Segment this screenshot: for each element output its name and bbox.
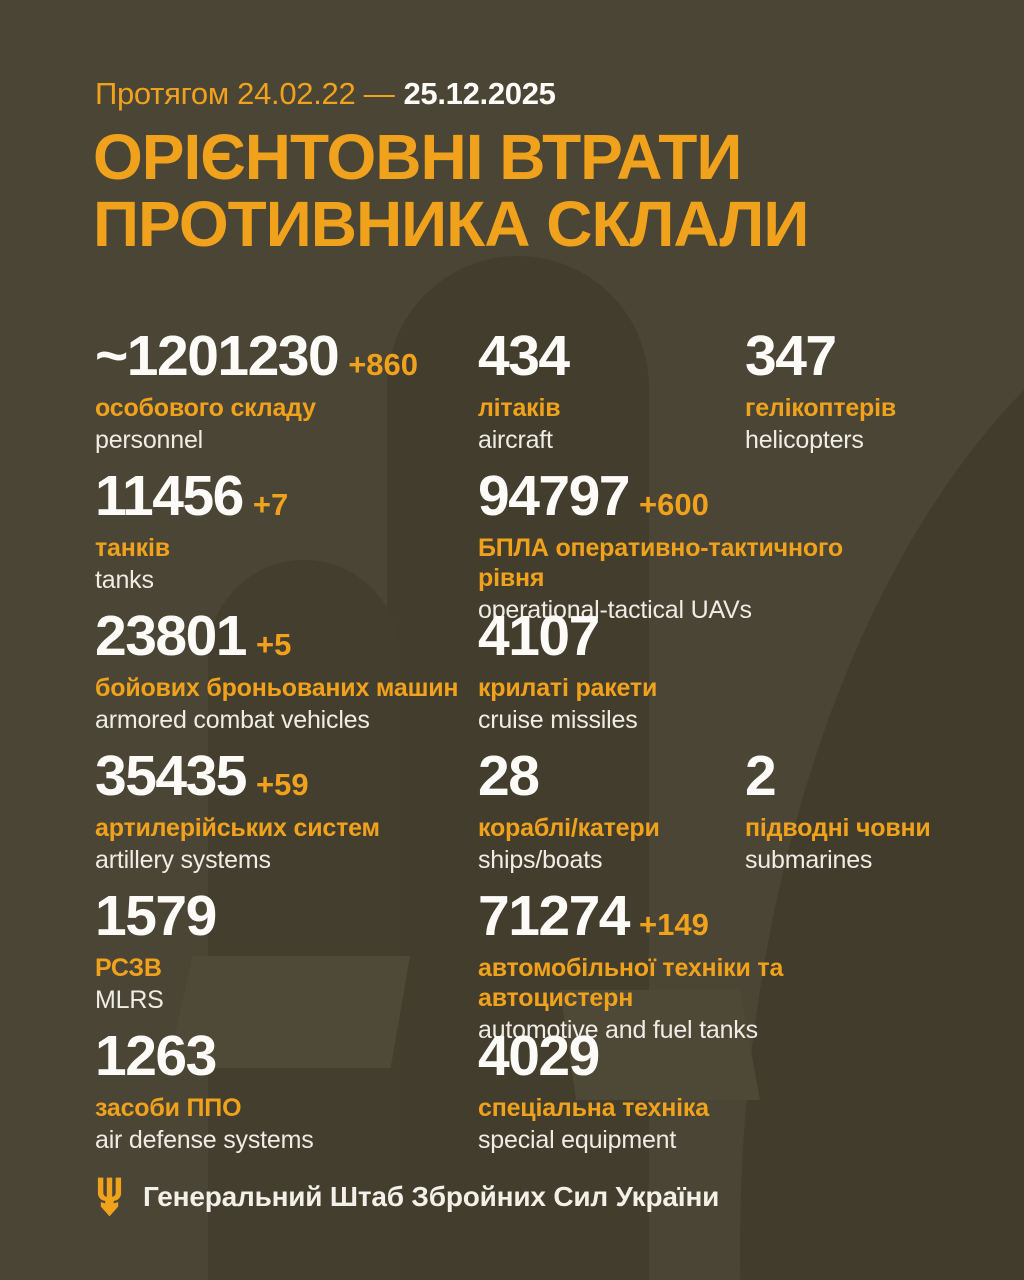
stat-label-uk: автомобільної техніки та автоцистерн xyxy=(478,954,784,1012)
stat-label-en: submarines xyxy=(745,846,873,874)
stat-value: 94797 xyxy=(478,464,631,528)
stat-personnel: ~1201230 +860 особового складу personnel xyxy=(95,318,478,458)
page-title: ОРІЄНТОВНІ ВТРАТИ ПРОТИВНИКА СКЛАЛИ xyxy=(93,121,809,260)
period-label: Протягом 24.02.22 — xyxy=(95,76,395,111)
stat-label-uk: РСЗВ xyxy=(95,954,162,982)
report-period: Протягом 24.02.22 — 25.12.2025 xyxy=(95,76,556,112)
page-title-line1: ОРІЄНТОВНІ ВТРАТИ xyxy=(93,121,742,193)
stat-value: 1263 xyxy=(95,1024,217,1088)
stat-label-en: MLRS xyxy=(95,986,164,1014)
stat-delta: +59 xyxy=(256,767,309,802)
footer-org-name: Генеральний Штаб Збройних Сил України xyxy=(143,1181,720,1212)
stat-label-en: special equipment xyxy=(478,1126,677,1154)
stat-label-uk: БПЛА оперативно-тактичного рівня xyxy=(478,534,843,592)
stat-value: 35435 xyxy=(95,744,248,808)
stat-value: 434 xyxy=(478,324,570,388)
watermark-trident-left-prong xyxy=(208,560,400,1280)
stat-value: 4029 xyxy=(478,1024,600,1088)
stat-value: 1579 xyxy=(95,884,217,948)
stat-label-en: armored combat vehicles xyxy=(95,706,370,734)
stat-label-uk: підводні човни xyxy=(745,814,931,842)
stat-label-en: operational-tactical UAVs xyxy=(478,596,752,624)
stat-label-uk: гелікоптерів xyxy=(745,394,897,422)
stat-mlrs: 1579 РСЗВ MLRS xyxy=(95,878,478,1018)
stat-label-en: aircraft xyxy=(478,426,553,454)
stat-label-en: cruise missiles xyxy=(478,706,638,734)
stat-tanks: 11456 +7 танків tanks xyxy=(95,458,478,598)
stat-label-en: artillery systems xyxy=(95,846,271,874)
watermark-trident-middle-prong xyxy=(387,256,649,1280)
stat-delta: +860 xyxy=(348,347,419,382)
stat-value: 23801 xyxy=(95,604,248,668)
tryzub-trident-icon xyxy=(97,1177,122,1217)
stat-aircraft: 434 літаків aircraft xyxy=(478,318,745,458)
stat-label-en: air defense systems xyxy=(95,1126,314,1154)
stat-armored-vehicles: 23801 +5 бойових броньованих машин armore… xyxy=(95,598,478,738)
page-title-line2: ПРОТИВНИКА СКЛАЛИ xyxy=(93,188,809,260)
period-date: 25.12.2025 xyxy=(403,76,556,111)
stat-label-en: automotive and fuel tanks xyxy=(478,1016,758,1044)
stat-value: 4107 xyxy=(478,604,600,668)
stat-value: 347 xyxy=(745,324,837,388)
stats-grid: ~1201230 +860 особового складу personnel … xyxy=(0,318,1024,1158)
stat-artillery: 35435 +59 артилерійських систем artillery… xyxy=(95,738,478,878)
stat-delta: +5 xyxy=(256,627,292,662)
stat-delta: +7 xyxy=(252,487,289,522)
stat-label-uk: кораблі/катери xyxy=(478,814,660,842)
stat-label-en: tanks xyxy=(95,566,154,594)
stat-helicopters: 347 гелікоптерів helicopters xyxy=(745,318,1024,458)
footer: Генеральний Штаб Збройних Сил України xyxy=(95,1176,719,1218)
stat-value: 71274 xyxy=(478,884,631,948)
stat-label-uk: крилаті ракети xyxy=(478,674,658,702)
stat-special-equipment: 4029 спеціальна техніка special equipmen… xyxy=(478,1018,1024,1158)
stat-label-uk: артилерійських систем xyxy=(95,814,380,842)
stat-uavs: 94797 +600 БПЛА оперативно-тактичного рів… xyxy=(478,458,1024,625)
stat-label-en: ships/boats xyxy=(478,846,603,874)
stat-value: 11456 xyxy=(95,464,244,528)
stat-label-uk: літаків xyxy=(478,394,561,422)
stat-label-uk: особового складу xyxy=(95,394,316,422)
stat-label-uk: танків xyxy=(95,534,170,562)
stat-value: 2 xyxy=(745,744,777,808)
stat-value: 28 xyxy=(478,744,540,808)
watermark-light-facet-left xyxy=(168,956,410,1068)
stat-label-uk: спеціальна техніка xyxy=(478,1094,709,1122)
watermark-light-facet-center xyxy=(560,990,760,1100)
stat-label-uk: бойових броньованих машин xyxy=(95,674,459,702)
stat-label-uk: засоби ППО xyxy=(95,1094,242,1122)
stat-label-en: personnel xyxy=(95,426,204,454)
stat-value: ~1201230 xyxy=(95,324,340,388)
stat-label-en: helicopters xyxy=(745,426,864,454)
stat-cruise-missiles: 4107 крилаті ракети cruise missiles xyxy=(478,598,1024,738)
stat-delta: +600 xyxy=(639,487,709,522)
stat-ships: 28 кораблі/катери ships/boats xyxy=(478,738,745,878)
stat-vehicles-fuel-tanks: 71274 +149 автомобільної техніки та автоц… xyxy=(478,878,1024,1045)
stat-submarines: 2 підводні човни submarines xyxy=(745,738,1024,878)
stat-delta: +149 xyxy=(639,907,709,942)
stat-air-defense: 1263 засоби ППО air defense systems xyxy=(95,1018,478,1158)
